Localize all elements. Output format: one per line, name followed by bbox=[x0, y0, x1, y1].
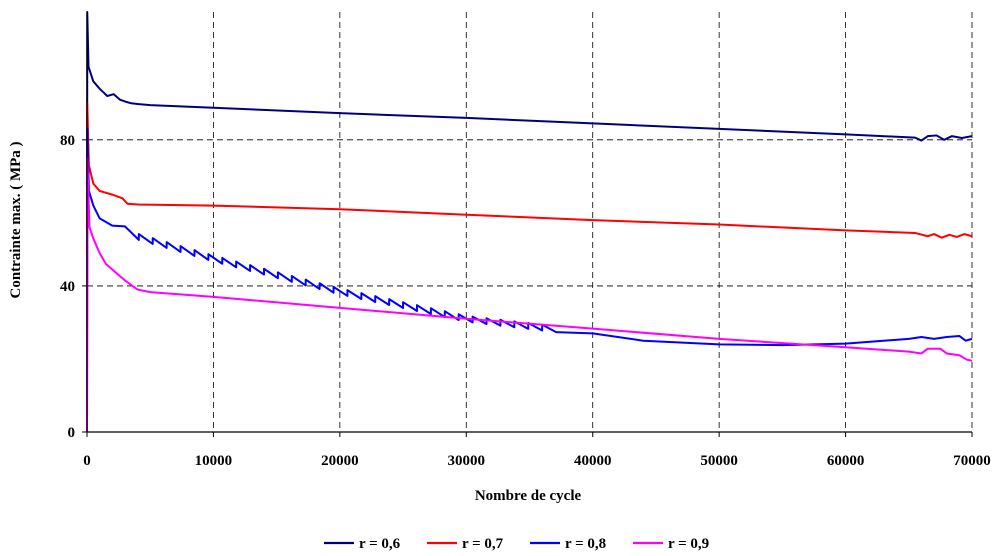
legend: r = 0,6 r = 0,7 r = 0,8 r = 0,9 bbox=[324, 536, 709, 552]
series-line bbox=[86, 127, 973, 433]
series-line bbox=[86, 11, 973, 433]
x-tick-label: 30000 bbox=[448, 453, 486, 469]
legend-label: r = 0,6 bbox=[359, 536, 401, 552]
x-tick-label: 10000 bbox=[195, 453, 233, 469]
y-tick-label: 80 bbox=[60, 133, 75, 149]
series-line bbox=[86, 102, 973, 433]
grid bbox=[87, 12, 973, 432]
x-axis-title: Nombre de cycle bbox=[475, 488, 582, 504]
x-tick-label: 20000 bbox=[321, 453, 359, 469]
legend-label: r = 0,7 bbox=[462, 536, 504, 552]
axes bbox=[82, 12, 973, 437]
legend-label: r = 0,9 bbox=[668, 536, 709, 552]
series-layer bbox=[86, 11, 973, 433]
y-axis-title: Contrainte max. ( MPa ) bbox=[8, 141, 24, 298]
tick-labels: 0 10000 20000 30000 40000 50000 60000 70000 0 40 8… bbox=[60, 133, 991, 469]
y-tick-label: 40 bbox=[60, 279, 75, 295]
series-line bbox=[86, 157, 973, 433]
x-tick-label: 40000 bbox=[574, 453, 612, 469]
x-tick-label: 60000 bbox=[827, 453, 865, 469]
x-tick-label: 70000 bbox=[953, 453, 991, 469]
legend-label: r = 0,8 bbox=[565, 536, 606, 552]
x-tick-label: 0 bbox=[83, 453, 91, 469]
x-tick-label: 50000 bbox=[700, 453, 738, 469]
y-tick-label: 0 bbox=[68, 425, 76, 441]
